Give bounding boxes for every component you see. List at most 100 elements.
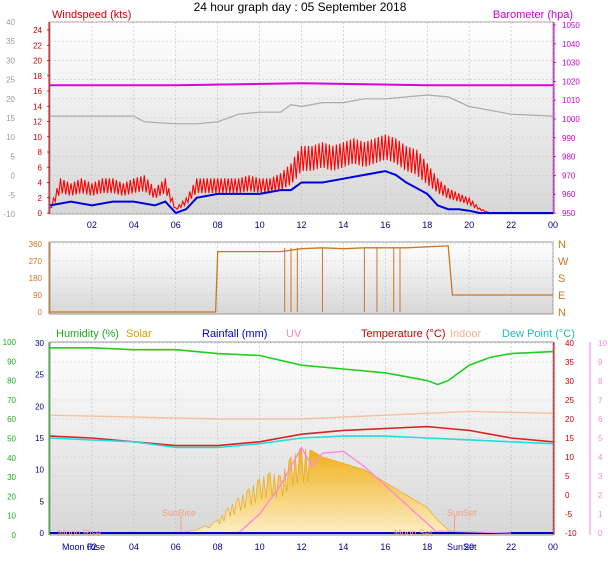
- sunrise-label: SunRise: [162, 508, 196, 518]
- axis-tick-label: 30: [7, 473, 16, 482]
- axis-tick-label: -10: [565, 529, 577, 538]
- barometer-series-line: [50, 82, 553, 87]
- compass-label: N: [558, 307, 566, 319]
- axis-tick-label: 90: [33, 291, 42, 300]
- x-tick-label: 12: [296, 542, 306, 552]
- axis-tick-label: 0: [11, 172, 16, 181]
- x-tick-label: 02: [87, 542, 97, 552]
- axis-tick-label: 10: [35, 466, 44, 475]
- axis-tick-label: 15: [565, 434, 574, 443]
- axis-tick-label: 10: [33, 133, 42, 142]
- legend-dewpoint: Dew Point (°C): [502, 328, 575, 340]
- x-tick-label: 14: [338, 542, 348, 552]
- axis-tick-label: 970: [562, 171, 576, 180]
- legend-indoor: Indoor: [450, 328, 482, 340]
- axis-tick-label: 9: [598, 358, 603, 367]
- axis-tick-label: 25: [565, 396, 574, 405]
- x-tick-label: 08: [213, 220, 223, 230]
- axis-tick-label: 990: [562, 134, 576, 143]
- avg-wind-series-line: [49, 170, 553, 215]
- axis-tick-label: 5: [40, 497, 45, 506]
- axis-tick-label: 1: [598, 510, 603, 519]
- x-tick-label: 22: [506, 542, 516, 552]
- axis-tick-label: 16: [33, 87, 42, 96]
- axis-tick-label: 35: [6, 37, 15, 46]
- axis-tick-label: 6: [38, 163, 43, 172]
- compass-label: E: [558, 290, 565, 302]
- axis-tick-label: 30: [35, 339, 44, 348]
- axis-tick-label: 5: [598, 434, 603, 443]
- legend-temperature: Temperature (°C): [361, 328, 445, 340]
- x-tick-label: 10: [255, 220, 265, 230]
- compass-label: N: [558, 239, 566, 251]
- axis-tick-label: 20: [35, 402, 44, 411]
- axis-tick-label: 0: [38, 308, 43, 317]
- moonrise-axis-label: Moon Rise: [62, 542, 105, 552]
- axis-tick-label: 0: [40, 529, 45, 538]
- axis-tick-label: 18: [33, 72, 42, 81]
- axis-tick-label: 980: [562, 153, 576, 162]
- x-tick-label: 06: [171, 220, 181, 230]
- axis-tick-label: 25: [6, 76, 15, 85]
- axis-tick-label: 4: [38, 179, 43, 188]
- indoor-series-line: [49, 410, 554, 420]
- axis-tick-label: 950: [562, 209, 576, 218]
- axis-tick-label: 10: [598, 339, 607, 348]
- axis-tick-label: 30: [6, 56, 15, 65]
- humidity-series-line: [50, 346, 554, 386]
- axis-tick-label: 100: [3, 338, 17, 347]
- axis-tick-label: 1050: [562, 21, 580, 30]
- axis-tick-label: 60: [7, 415, 16, 424]
- legend-humidity: Humidity (%): [56, 328, 119, 340]
- axis-tick-label: 40: [6, 18, 15, 27]
- axis-tick-label: -10: [3, 210, 15, 219]
- axis-tick-label: 15: [6, 114, 15, 123]
- axis-tick-label: 0: [598, 529, 603, 538]
- axis-tick-label: 30: [565, 377, 574, 386]
- x-tick-label: 14: [338, 220, 348, 230]
- axis-tick-label: 24: [33, 26, 42, 35]
- axis-tick-label: 35: [565, 358, 574, 367]
- compass-label: W: [558, 256, 569, 268]
- legend-solar: Solar: [126, 328, 152, 340]
- axis-tick-label: 0: [12, 531, 17, 540]
- axis-tick-label: 10: [7, 512, 16, 521]
- x-tick-label: 04: [129, 542, 139, 552]
- axis-tick-label: 6: [598, 415, 603, 424]
- compass-label: S: [558, 273, 565, 285]
- axis-tick-label: 40: [565, 339, 574, 348]
- x-tick-label: 06: [171, 542, 181, 552]
- axis-tick-label: 20: [33, 57, 42, 66]
- barometer-title: Barometer (hpa): [493, 9, 573, 21]
- x-tick-label: 00: [548, 220, 558, 230]
- axis-tick-label: 15: [35, 434, 44, 443]
- axis-tick-label: 0: [565, 491, 570, 500]
- axis-tick-label: 80: [7, 377, 16, 386]
- axis-tick-label: 20: [7, 492, 16, 501]
- axis-tick-label: 2: [38, 194, 43, 203]
- uv-series-line: [238, 446, 439, 534]
- axis-tick-label: 360: [29, 240, 43, 249]
- axis-tick-label: 1010: [562, 96, 580, 105]
- axis-tick-label: 40: [7, 454, 16, 463]
- legend-rainfall: Rainfall (mm): [202, 328, 267, 340]
- axis-tick-label: 960: [562, 190, 576, 199]
- x-tick-label: 20: [464, 542, 474, 552]
- x-tick-label: 16: [380, 220, 390, 230]
- axis-tick-label: 5: [565, 472, 570, 481]
- x-tick-label: 12: [296, 220, 306, 230]
- axis-tick-label: 7: [598, 396, 603, 405]
- x-tick-label: 00: [548, 542, 558, 552]
- x-tick-label: 10: [255, 542, 265, 552]
- chart-title: 24 hour graph day : 05 September 2018: [194, 0, 407, 14]
- gust-series-line: [50, 94, 554, 125]
- windspeed-title: Windspeed (kts): [52, 9, 131, 21]
- x-tick-label: 02: [87, 220, 97, 230]
- dewpoint-series-line: [49, 435, 554, 449]
- legend-uv: UV: [286, 328, 302, 340]
- x-tick-label: 08: [213, 542, 223, 552]
- axis-tick-label: -5: [8, 191, 16, 200]
- x-tick-label: 22: [506, 220, 516, 230]
